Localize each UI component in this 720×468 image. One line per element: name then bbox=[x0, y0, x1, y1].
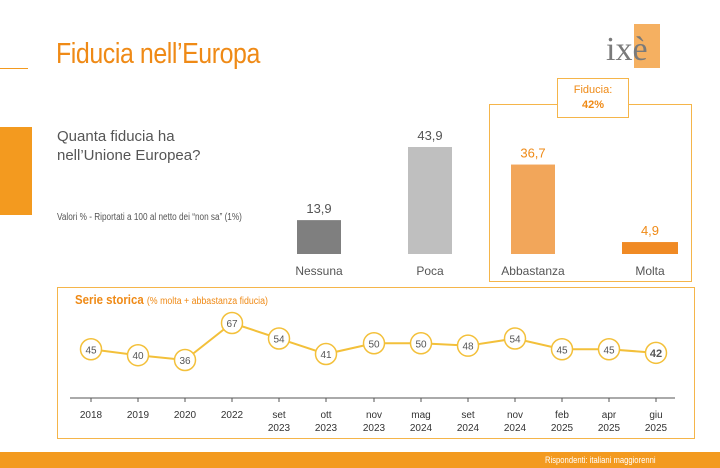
bar-molta bbox=[622, 242, 678, 254]
footer-bar bbox=[0, 452, 720, 468]
ixe-logo: ixè bbox=[606, 24, 660, 68]
bar-value-label: 4,9 bbox=[641, 223, 659, 238]
left-accent-bar bbox=[0, 127, 32, 215]
bar-category-label: Poca bbox=[416, 264, 444, 278]
bar-category-label: Abbastanza bbox=[501, 264, 565, 278]
fiducia-callout-value: 42% bbox=[581, 99, 605, 111]
series-panel bbox=[57, 287, 695, 439]
bar-poca bbox=[408, 147, 452, 254]
series-subtitle: (% molta + abbastanza fiducia) bbox=[146, 296, 268, 307]
bar-value-label: 36,7 bbox=[520, 146, 545, 161]
fiducia-callout: Fiducia: 42% bbox=[557, 78, 629, 118]
series-title-main: Serie storica bbox=[75, 292, 144, 307]
bar-category-label: Nessuna bbox=[295, 264, 343, 278]
bar-nessuna bbox=[297, 220, 341, 254]
title-rule bbox=[0, 68, 28, 69]
bar-value-label: 13,9 bbox=[306, 201, 331, 216]
bar-category-label: Molta bbox=[635, 264, 665, 278]
note-text: Valori % - Riportati a 100 al netto dei … bbox=[57, 212, 242, 223]
bar-abbastanza bbox=[511, 164, 555, 254]
fiducia-callout-label: Fiducia: bbox=[573, 84, 613, 96]
bar-chart: 13,9 Nessuna 43,9 Poca 36,7 Abbastanza 4,9 Molt… bbox=[295, 128, 678, 278]
footer-source: Rispondenti: italiani maggiorenni bbox=[545, 455, 656, 465]
series-title: Serie storica (% molta + abbastanza fidu… bbox=[75, 292, 268, 307]
question-text: Quanta fiducia ha nell’Unione Europea? bbox=[57, 128, 201, 164]
page-title: Fiducia nell’Europa bbox=[56, 38, 260, 70]
bar-value-label: 43,9 bbox=[417, 128, 442, 143]
logo-text: ixè bbox=[606, 31, 648, 68]
